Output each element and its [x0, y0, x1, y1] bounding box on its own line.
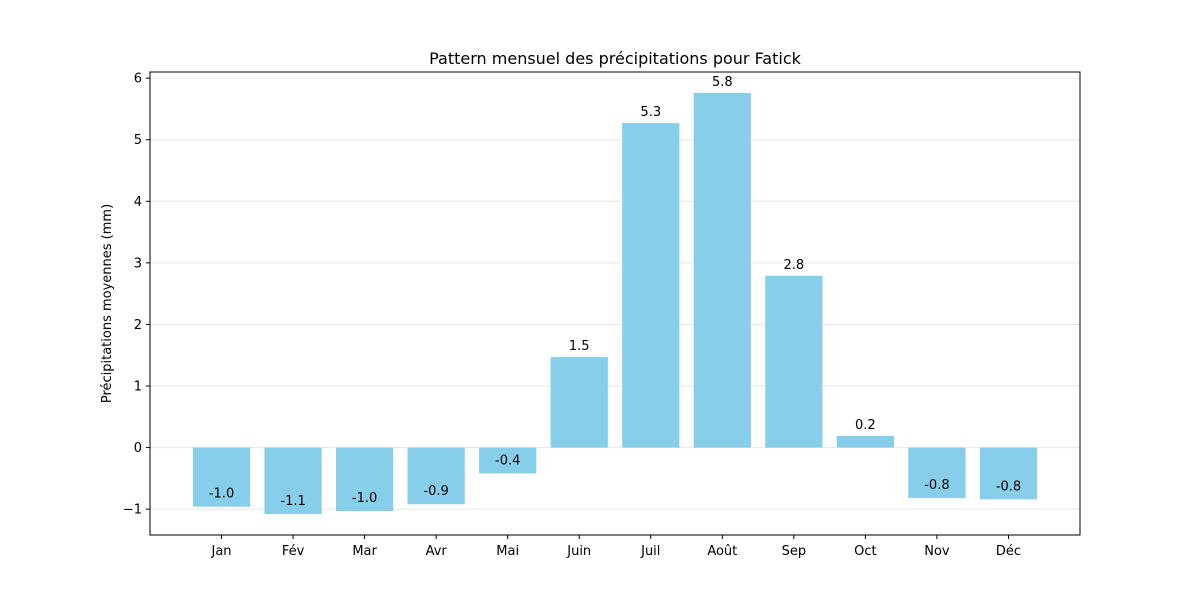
bar-value-label: -0.8 [996, 479, 1021, 494]
x-tick-label: Jan [211, 544, 232, 559]
x-tick-label: Mar [352, 544, 377, 559]
bar-value-labels: -1.0 -1.1 -1.0 -0.9 -0.4 1.5 5.3 5.8 2.8 0.2 -0.8 -… [209, 75, 1021, 509]
x-tick-label: Oct [854, 544, 876, 559]
bar [407, 447, 465, 505]
y-tick-label: 0 [134, 441, 142, 456]
y-tick-label: −1 [123, 503, 142, 518]
y-tick-label: 3 [134, 256, 142, 271]
bar-value-label: -1.0 [352, 491, 377, 506]
bar-value-label: 5.8 [712, 75, 733, 90]
bar-value-label: -0.9 [423, 484, 448, 499]
bar [836, 435, 894, 448]
bar-value-label: 2.8 [784, 258, 805, 273]
bar-value-label: 1.5 [569, 339, 590, 354]
bar-value-label: 0.2 [855, 418, 876, 433]
bars [192, 92, 1038, 515]
x-tick-label: Juin [566, 544, 591, 559]
bar-value-label: 5.3 [640, 105, 661, 120]
bar-value-label: -0.8 [924, 478, 949, 493]
x-tick-label: Août [707, 544, 737, 559]
x-tick-label: Sep [782, 544, 807, 559]
bar [622, 123, 680, 448]
bar [336, 447, 394, 511]
bar [765, 275, 823, 448]
bar [479, 447, 537, 474]
x-axis-ticks: Jan Fév Mar Avr Mai Juin Juil Août Sep Oct Nov Déc [211, 535, 1021, 559]
x-tick-label: Fév [282, 544, 305, 559]
y-axis-ticks: −1 0 1 2 3 4 5 6 [123, 72, 150, 518]
x-tick-label: Nov [924, 544, 950, 559]
x-tick-label: Avr [426, 544, 448, 559]
y-tick-label: 4 [134, 195, 142, 210]
bar-value-label: -0.4 [495, 453, 520, 468]
x-tick-label: Mai [496, 544, 519, 559]
y-axis-label: Précipitations moyennes (mm) [100, 204, 115, 403]
plot-frame [149, 71, 1081, 536]
grid-lines [150, 77, 1080, 510]
bar [693, 92, 751, 448]
x-tick-label: Déc [996, 544, 1021, 559]
bar-value-label: -1.1 [280, 494, 305, 509]
y-tick-label: 5 [134, 133, 142, 148]
x-tick-label: Juil [640, 544, 660, 559]
bar [550, 357, 608, 448]
bar [264, 447, 322, 515]
bar [979, 447, 1038, 500]
bar [908, 447, 966, 499]
y-tick-label: 1 [134, 380, 142, 395]
y-tick-label: 6 [134, 72, 142, 87]
bar-value-label: -1.0 [209, 487, 234, 502]
bar [192, 447, 251, 507]
chart-title: Pattern mensuel des précipitations pour … [429, 49, 802, 68]
y-tick-label: 2 [134, 318, 142, 333]
